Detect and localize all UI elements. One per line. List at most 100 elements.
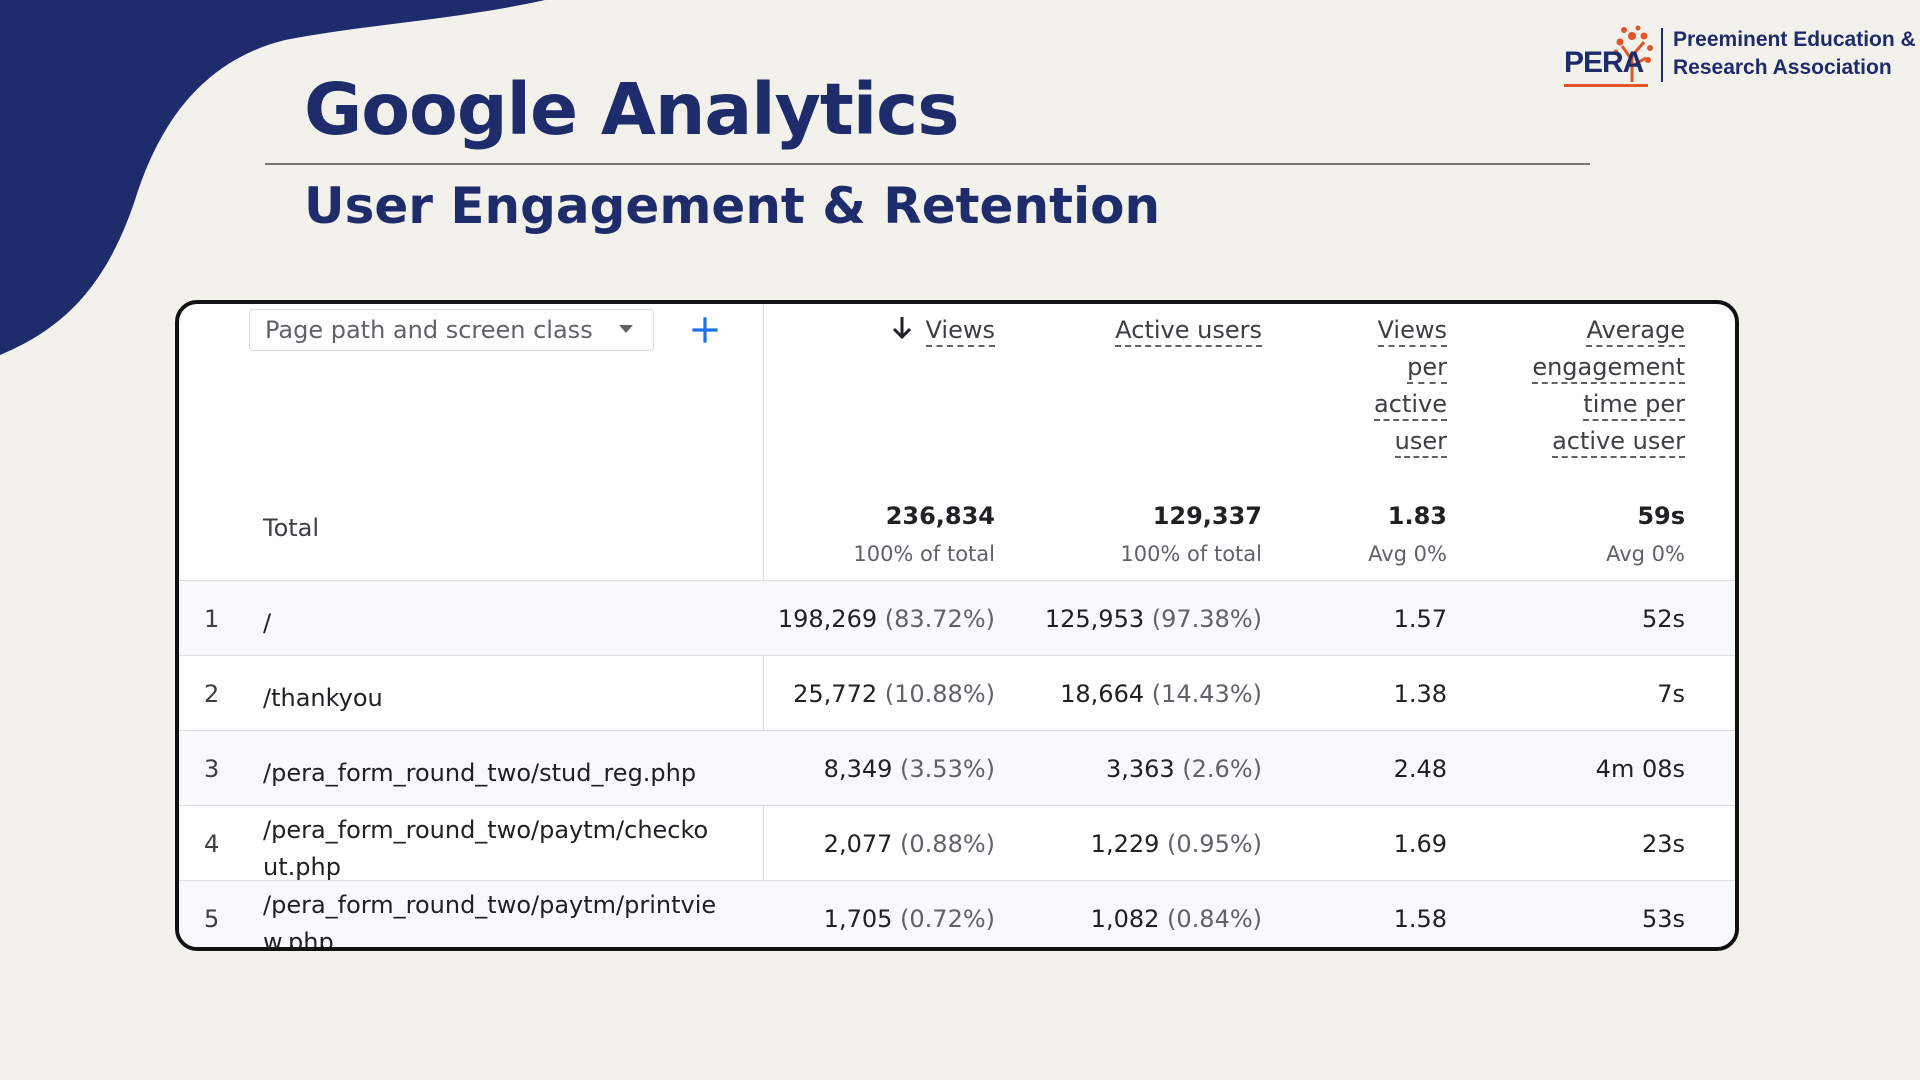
row-active-users-value: 1,082 [1090, 905, 1160, 933]
background-wave-shape [0, 0, 545, 355]
page-title: Google Analytics [304, 68, 960, 151]
row-views: 1,705 (0.72%) [824, 905, 995, 933]
table-row[interactable]: 2 /thankyou 25,772 (10.88%) 18,664 (14.4… [179, 655, 1735, 730]
row-active-users-value: 3,363 [1105, 755, 1175, 783]
row-active-users: 18,664 (14.43%) [1060, 680, 1262, 708]
row-page-path-line: /thankyou [263, 684, 383, 712]
row-views-percent: (3.53%) [900, 755, 995, 783]
row-active-users-percent: (14.43%) [1151, 680, 1262, 708]
tree-logo-icon [1564, 25, 1653, 87]
row-active-users-percent: (97.38%) [1151, 605, 1262, 633]
row-views-percent: (10.88%) [884, 680, 995, 708]
total-active-users: 129,337 100% of total [1120, 497, 1262, 573]
row-active-users-value: 18,664 [1060, 680, 1145, 708]
column-header-avg-engagement[interactable]: Average engagement time per active user [1532, 312, 1685, 460]
total-avg-engagement: 59s Avg 0% [1606, 497, 1685, 573]
row-index: 3 [204, 755, 220, 783]
total-views: 236,834 100% of total [853, 497, 995, 573]
row-views-per-user: 2.48 [1393, 755, 1447, 783]
row-avg-engagement: 4m 08s [1595, 755, 1685, 783]
row-active-users: 125,953 (97.38%) [1045, 605, 1262, 633]
logo-wordmark: PERA [1564, 46, 1644, 79]
caret-down-icon [619, 325, 633, 333]
column-header-avg-engagement-line4: active user [1552, 427, 1685, 458]
row-views-value: 198,269 [777, 605, 878, 633]
row-page-path-line: /pera_form_round_two/paytm/checko [263, 816, 709, 844]
column-header-active-users[interactable]: Active users [1115, 312, 1262, 349]
logo-divider [1661, 28, 1663, 82]
row-page-path-line: ut.php [263, 853, 341, 881]
row-active-users: 1,229 (0.95%) [1091, 830, 1262, 858]
row-index: 5 [204, 905, 220, 933]
logo-name-line2: Research Association [1673, 56, 1892, 79]
row-page-path-line: /pera_form_round_two/paytm/printvie [263, 891, 717, 919]
table-row[interactable]: 4 /pera_form_round_two/paytm/checko ut.p… [179, 805, 1735, 881]
total-avg-engagement-subtext: Avg 0% [1606, 542, 1685, 566]
total-active-users-value: 129,337 [1152, 502, 1262, 530]
row-views: 198,269 (83.72%) [778, 605, 995, 633]
total-views-per-user-value: 1.83 [1387, 502, 1447, 530]
row-page-path-line: /pera_form_round_two/stud_reg.php [263, 759, 697, 787]
column-header-views-line: Views [925, 316, 995, 347]
table-row[interactable]: 3 /pera_form_round_two/stud_reg.php 8,34… [179, 730, 1735, 805]
column-header-views-per-user-line2: per [1407, 353, 1447, 384]
row-active-users-percent: (0.95%) [1167, 830, 1262, 858]
logo-name-line1: Preeminent Education & [1673, 28, 1916, 51]
row-views-value: 2,077 [823, 830, 893, 858]
arrow-down-icon[interactable] [890, 314, 914, 342]
row-page-path[interactable]: /pera_form_round_two/paytm/checko ut.php [263, 812, 743, 886]
row-avg-engagement: 52s [1641, 605, 1685, 633]
dimension-dropdown[interactable]: Page path and screen class [249, 309, 654, 351]
row-index: 4 [204, 830, 220, 858]
row-avg-engagement: 7s [1657, 680, 1685, 708]
row-views-percent: (83.72%) [884, 605, 995, 633]
row-active-users-percent: (0.84%) [1167, 905, 1262, 933]
row-views: 25,772 (10.88%) [793, 680, 995, 708]
row-active-users: 1,082 (0.84%) [1091, 905, 1262, 933]
column-header-avg-engagement-line1: Average [1586, 316, 1685, 347]
row-views-value: 8,349 [823, 755, 893, 783]
total-views-per-user: 1.83 Avg 0% [1368, 497, 1447, 573]
row-page-path[interactable]: /pera_form_round_two/paytm/printvie w.ph… [263, 887, 743, 951]
page-subtitle: User Engagement & Retention [304, 177, 1161, 235]
row-views-percent: (0.88%) [900, 830, 995, 858]
row-page-path-line: w.php [263, 928, 334, 951]
row-views-per-user: 1.58 [1393, 905, 1447, 933]
row-views: 2,077 (0.88%) [824, 830, 995, 858]
row-views-value: 25,772 [793, 680, 878, 708]
total-views-value: 236,834 [885, 502, 995, 530]
pera-logo: PERA Preeminent Education & Research Ass… [1560, 20, 1916, 90]
row-views-percent: (0.72%) [900, 905, 995, 933]
row-active-users-value: 1,229 [1090, 830, 1160, 858]
table-row[interactable]: 5 /pera_form_round_two/paytm/printvie w.… [179, 880, 1735, 951]
column-header-avg-engagement-line3: time per [1583, 390, 1685, 421]
plus-icon[interactable] [691, 316, 719, 344]
row-page-path[interactable]: / [263, 605, 743, 642]
row-active-users-value: 125,953 [1044, 605, 1145, 633]
row-avg-engagement: 23s [1641, 830, 1685, 858]
total-avg-engagement-value: 59s [1637, 502, 1685, 530]
row-index: 2 [204, 680, 220, 708]
row-active-users-percent: (2.6%) [1182, 755, 1262, 783]
row-page-path[interactable]: /thankyou [263, 680, 743, 717]
logo-name: Preeminent Education & Research Associat… [1673, 26, 1916, 82]
row-index: 1 [204, 605, 220, 633]
column-header-active-users-line: Active users [1115, 316, 1262, 347]
row-views: 8,349 (3.53%) [824, 755, 995, 783]
total-views-subtext: 100% of total [853, 542, 995, 566]
column-header-views-per-user-line4: user [1394, 427, 1447, 458]
table-row[interactable]: 1 / 198,269 (83.72%) 125,953 (97.38%) 1.… [179, 580, 1735, 655]
row-views-per-user: 1.69 [1393, 830, 1447, 858]
row-views-per-user: 1.57 [1393, 605, 1447, 633]
row-views-per-user: 1.38 [1393, 680, 1447, 708]
column-header-views[interactable]: Views [925, 312, 995, 349]
row-avg-engagement: 53s [1641, 905, 1685, 933]
column-header-views-per-user[interactable]: Views per active user [1374, 312, 1447, 460]
column-header-avg-engagement-line2: engagement [1532, 353, 1685, 384]
dimension-dropdown-label: Page path and screen class [265, 316, 593, 344]
analytics-report-table: Page path and screen class Total Views A… [175, 300, 1739, 951]
row-page-path[interactable]: /pera_form_round_two/stud_reg.php [263, 755, 743, 792]
total-views-per-user-subtext: Avg 0% [1368, 542, 1447, 566]
total-active-users-subtext: 100% of total [1120, 542, 1262, 566]
total-label: Total [263, 514, 320, 542]
